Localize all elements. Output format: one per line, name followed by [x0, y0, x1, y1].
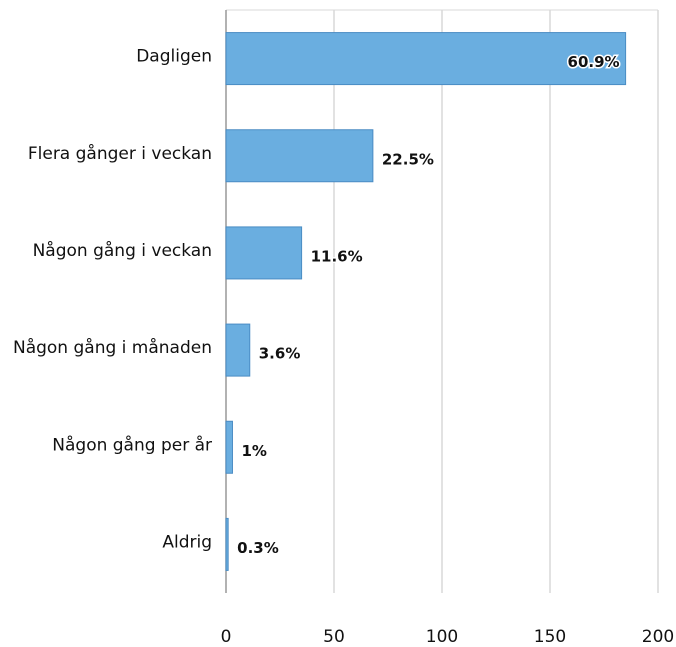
- y-tick-label: Någon gång i veckan: [33, 240, 212, 261]
- y-tick-label: Någon gång i månaden: [13, 337, 212, 358]
- data-label: 0.3%: [237, 539, 279, 557]
- data-label: 11.6%: [311, 247, 363, 265]
- y-tick-label: Flera gånger i veckan: [28, 143, 212, 164]
- y-tick-label: Någon gång per år: [52, 434, 212, 455]
- x-tick-label: 200: [642, 627, 674, 647]
- bar: [225, 129, 374, 183]
- data-label: 60.9%: [568, 53, 620, 71]
- bar: [225, 32, 627, 86]
- x-tick-label: 50: [323, 627, 345, 647]
- data-label: 22.5%: [382, 150, 434, 168]
- bar: [225, 323, 251, 377]
- bar: [225, 517, 229, 571]
- x-tick-label: 0: [221, 627, 232, 647]
- x-tick-label: 150: [534, 627, 566, 647]
- bar: [225, 226, 303, 280]
- bar: [225, 420, 233, 474]
- data-label: 1%: [241, 442, 266, 460]
- y-tick-label: Dagligen: [136, 47, 212, 67]
- y-tick-label: Aldrig: [162, 532, 212, 552]
- data-label: 3.6%: [259, 345, 301, 363]
- x-tick-label: 100: [426, 627, 458, 647]
